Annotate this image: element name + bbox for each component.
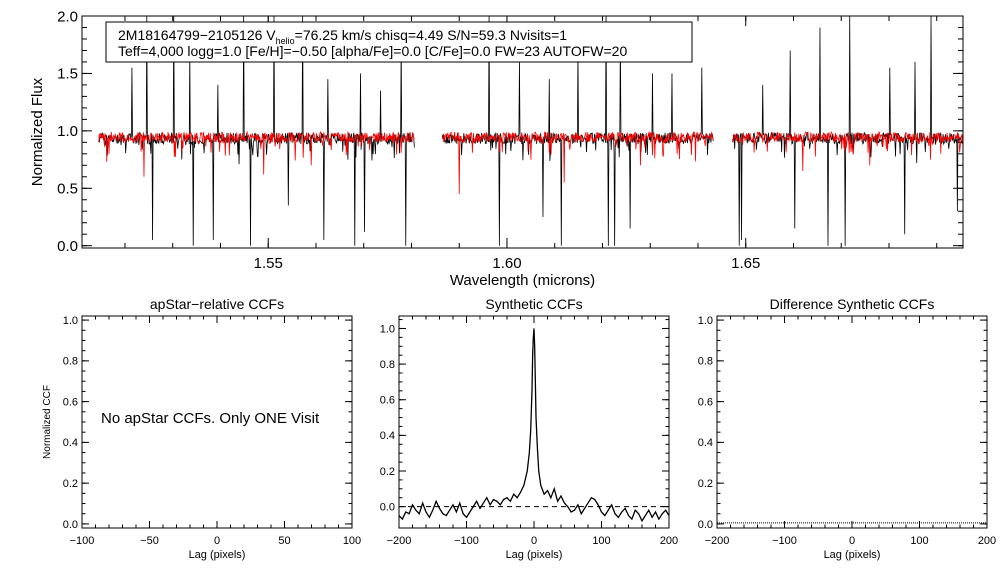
y-tick-label: 0.2: [380, 466, 395, 478]
y-tick-label: 0.8: [380, 359, 395, 371]
x-axis-label: Lag (pixels): [189, 549, 246, 561]
y-tick-label: 1.0: [57, 123, 78, 140]
x-tick-label: 100: [592, 535, 610, 547]
y-tick-label: 0.0: [57, 238, 78, 255]
y-tick-label: 0.6: [380, 395, 395, 407]
x-axis-label: Lag (pixels): [824, 549, 881, 561]
x-tick-label: −200: [705, 535, 730, 547]
y-tick-label: 0.2: [698, 478, 713, 490]
synthetic-ccf-panel: −200 −100 0 100 200 0.0 0.2 0.4 0.6 0.8 1.0 Synthet…: [380, 296, 678, 561]
x-tick-label: −100: [454, 535, 479, 547]
panel-title: apStar−relative CCFs: [150, 296, 284, 312]
x-tick-label: −100: [70, 535, 95, 547]
x-tick-label: 1.55: [254, 255, 283, 272]
x-tick-label: 0: [849, 535, 855, 547]
y-tick-label: 1.5: [57, 66, 78, 83]
series-ccf: [398, 328, 670, 523]
x-tick-label: 200: [978, 535, 996, 547]
difference-ccf-panel: −200 −100 0 100 200 0.0 0.2 0.4 0.6 0.8 1.0 Differe…: [698, 296, 996, 561]
x-axis-label: Lag (pixels): [506, 549, 563, 561]
y-tick-label: 1.0: [63, 315, 78, 327]
y-tick-label: 1.0: [698, 315, 713, 327]
info-box-frame: [105, 21, 693, 63]
synthetic-ccf-frame: [398, 315, 670, 529]
no-ccf-annotation: No apStar CCFs. Only ONE Visit: [101, 410, 320, 427]
y-tick-label: 0.8: [698, 356, 713, 368]
y-tick-label: 0.4: [380, 430, 395, 442]
y-tick-label: 0.0: [380, 501, 395, 513]
x-tick-label: −100: [772, 535, 797, 547]
y-tick-label: 0.6: [63, 396, 78, 408]
panel-title: Difference Synthetic CCFs: [770, 296, 935, 312]
spectrum-panel: 1.55 1.60 1.65 0.0 0.5 1.0 1.5 2.0 Wavelength (m…: [29, 8, 964, 289]
y-tick-label: 1.0: [380, 323, 395, 335]
x-tick-label: 200: [660, 535, 678, 547]
info-box: 2M18164799−2105126 Vhelio=76.25 km/s chi…: [105, 21, 693, 63]
info-line-1: 2M18164799−2105126 Vhelio=76.25 km/s chi…: [118, 27, 567, 46]
y-tick-label: 0.6: [698, 396, 713, 408]
difference-ccf-frame: [716, 315, 988, 529]
x-tick-label: 1.65: [731, 255, 760, 272]
x-tick-label: 100: [343, 535, 361, 547]
x-tick-label: −50: [140, 535, 159, 547]
x-tick-label: 0: [531, 535, 537, 547]
apstar-ccf-panel: −100 −50 0 50 100 0.0 0.2 0.4 0.6 0.8 1.0 apStar−re…: [42, 296, 361, 561]
x-tick-label: 50: [278, 535, 290, 547]
y-tick-label: 0.0: [63, 519, 78, 531]
y-tick-label: 0.2: [63, 478, 78, 490]
panel-title: Synthetic CCFs: [485, 296, 582, 312]
y-axis-label: Normalized CCF: [42, 385, 53, 459]
y-tick-label: 0.5: [57, 181, 78, 198]
y-tick-label: 0.0: [698, 519, 713, 531]
series-synthetic: [98, 130, 963, 195]
info-line-2: Teff=4,000 logg=1.0 [Fe/H]=−0.50 [alpha/…: [118, 43, 627, 59]
x-tick-label: 0: [214, 535, 220, 547]
y-tick-label: 2.0: [57, 8, 78, 25]
y-axis-label: Normalized Flux: [29, 77, 46, 186]
x-tick-label: −200: [387, 535, 412, 547]
x-tick-label: 1.60: [492, 255, 521, 272]
y-tick-label: 0.4: [63, 437, 78, 449]
spectrum-frame: [81, 15, 964, 249]
x-axis-label: Wavelength (microns): [450, 272, 595, 289]
y-tick-label: 0.4: [698, 437, 713, 449]
x-tick-label: 100: [910, 535, 928, 547]
y-tick-label: 0.8: [63, 356, 78, 368]
